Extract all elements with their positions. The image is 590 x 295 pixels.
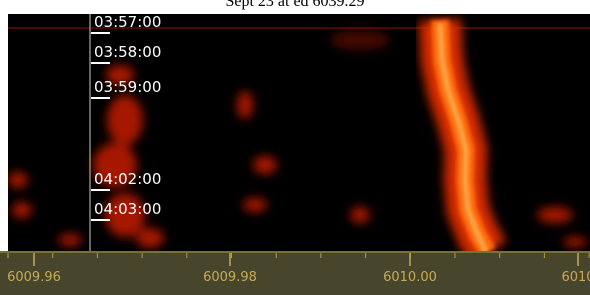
time-label: 03:59:00 bbox=[94, 78, 161, 96]
window-title: Sept 23 at ed 6039.29 bbox=[225, 0, 364, 10]
time-label: 04:02:00 bbox=[94, 170, 161, 188]
frequency-axis bbox=[0, 252, 590, 295]
frequency-label: 6010.00 bbox=[383, 270, 437, 285]
frequency-label: 6009.98 bbox=[203, 270, 257, 285]
frequency-label: 6009.96 bbox=[7, 270, 61, 285]
spectrogram-window: Sept 23 at ed 6039.29 03:57:00 03:58:00 03… bbox=[0, 0, 590, 295]
time-label: 04:03:00 bbox=[94, 200, 161, 218]
frequency-label: 6010 bbox=[561, 270, 590, 285]
time-label: 03:58:00 bbox=[94, 43, 161, 61]
time-label: 03:57:00 bbox=[94, 13, 161, 31]
